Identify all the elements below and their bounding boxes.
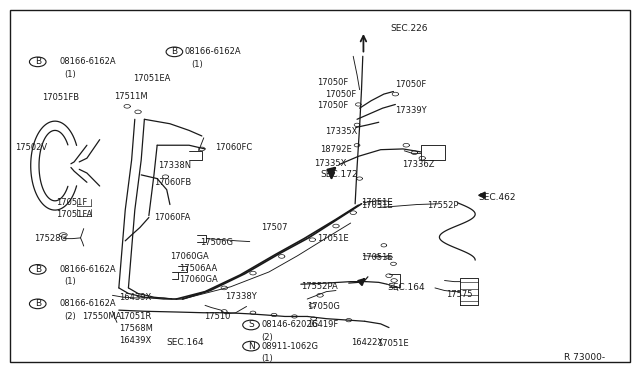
Text: 08166-6162A: 08166-6162A — [60, 57, 116, 66]
Text: 17060FC: 17060FC — [214, 142, 252, 151]
Text: S: S — [248, 321, 254, 330]
Text: 17507: 17507 — [261, 223, 288, 232]
Text: 18792E: 18792E — [320, 145, 352, 154]
Text: 17060FA: 17060FA — [154, 213, 190, 222]
Text: 17050F: 17050F — [396, 80, 427, 89]
Text: 17050F: 17050F — [317, 101, 348, 110]
Text: 17550MA: 17550MA — [83, 312, 122, 321]
Text: (2): (2) — [65, 312, 76, 321]
Text: 17060GA: 17060GA — [170, 252, 209, 261]
Text: 17050F: 17050F — [317, 78, 348, 87]
Text: (1): (1) — [65, 70, 76, 79]
Text: 08146-6202G: 08146-6202G — [261, 321, 318, 330]
Text: 08166-6162A: 08166-6162A — [184, 47, 241, 56]
Text: 17338N: 17338N — [159, 161, 191, 170]
Text: 17051E: 17051E — [317, 234, 348, 243]
Text: 17051FB: 17051FB — [42, 93, 79, 102]
Text: 17051FA: 17051FA — [56, 211, 93, 219]
Text: SEC.226: SEC.226 — [390, 24, 428, 33]
Text: 17552PA: 17552PA — [301, 282, 337, 291]
Text: 17051F: 17051F — [56, 198, 88, 207]
Text: 17051E: 17051E — [362, 253, 393, 262]
Text: (2): (2) — [261, 333, 273, 342]
Text: 08911-1062G: 08911-1062G — [261, 341, 318, 350]
Text: 17051EA: 17051EA — [133, 74, 170, 83]
Text: 17511M: 17511M — [115, 92, 148, 101]
Text: 17050G: 17050G — [307, 302, 340, 311]
Text: 17060GA: 17060GA — [179, 275, 218, 284]
Text: 17050F: 17050F — [325, 90, 356, 99]
Text: 17510: 17510 — [204, 312, 230, 321]
Text: 17336Z: 17336Z — [402, 160, 435, 169]
Text: 17051E: 17051E — [362, 201, 393, 210]
Text: B: B — [35, 57, 41, 66]
Text: 17051E: 17051E — [378, 339, 409, 348]
Text: B: B — [35, 299, 41, 308]
Text: 17338Y: 17338Y — [225, 292, 257, 301]
Text: 17339Y: 17339Y — [396, 106, 427, 115]
Text: 17051R: 17051R — [119, 312, 151, 321]
Text: SEC.172: SEC.172 — [320, 170, 358, 179]
Text: (1): (1) — [65, 277, 76, 286]
Text: 17575: 17575 — [447, 290, 473, 299]
Text: SEC.164: SEC.164 — [167, 338, 204, 347]
Text: (1): (1) — [261, 354, 273, 363]
Text: 08166-6162A: 08166-6162A — [60, 265, 116, 274]
Text: R 73000-: R 73000- — [564, 353, 605, 362]
Text: 16439X: 16439X — [120, 294, 152, 302]
Text: 17528G: 17528G — [34, 234, 67, 243]
Text: (1): (1) — [191, 60, 203, 69]
Text: 17568M: 17568M — [119, 324, 153, 333]
Text: 08166-6162A: 08166-6162A — [60, 299, 116, 308]
Text: 17506G: 17506G — [200, 238, 233, 247]
Text: 17060FB: 17060FB — [154, 178, 191, 187]
Text: SEC.462: SEC.462 — [478, 193, 516, 202]
Text: 17051E: 17051E — [362, 198, 393, 207]
Text: SEC.164: SEC.164 — [387, 283, 425, 292]
Text: 17506AA: 17506AA — [179, 264, 218, 273]
Text: 16422X: 16422X — [351, 338, 383, 347]
Text: B: B — [35, 265, 41, 274]
Text: 17335X: 17335X — [314, 158, 346, 167]
Text: 17502V: 17502V — [15, 142, 47, 151]
Text: 17335X: 17335X — [325, 126, 358, 136]
Text: 16439X: 16439X — [119, 336, 151, 346]
Text: 17552P: 17552P — [428, 201, 459, 210]
Text: 16419F: 16419F — [307, 321, 339, 330]
Text: N: N — [248, 341, 255, 350]
Text: B: B — [172, 47, 177, 56]
